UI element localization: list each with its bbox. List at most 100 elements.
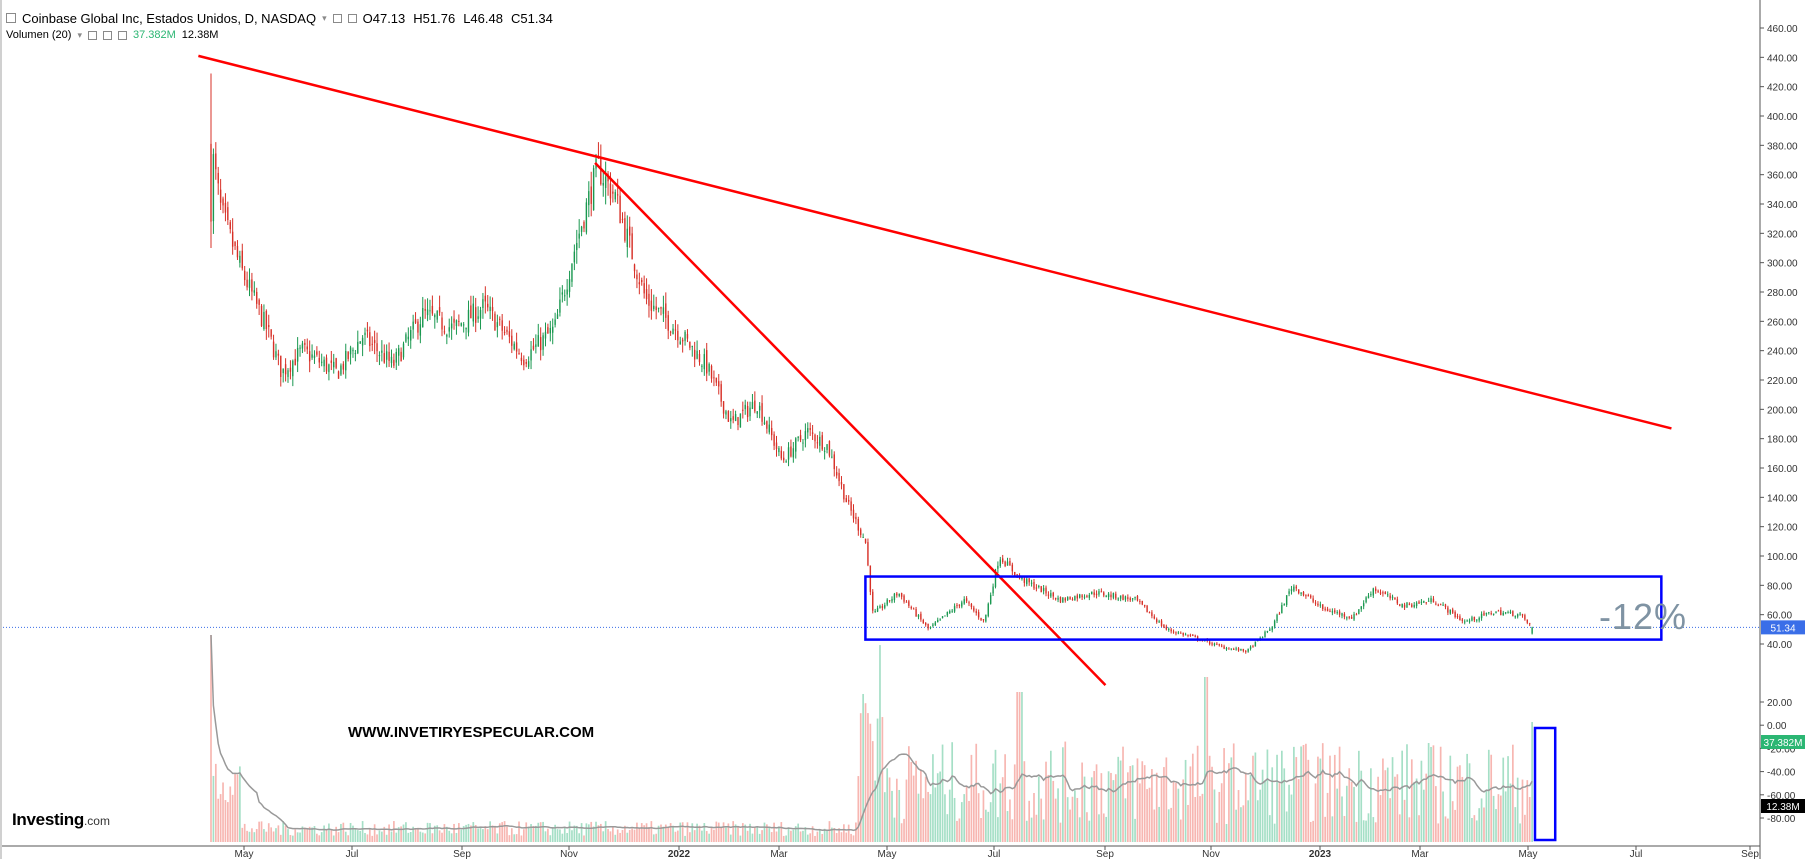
chevron-down-icon[interactable]: ▾: [322, 12, 327, 23]
candle-body: [828, 441, 831, 456]
volume-bar: [368, 828, 371, 842]
candle-body: [744, 404, 746, 410]
volume-bar: [1483, 807, 1485, 842]
candle-body: [944, 615, 946, 617]
investing-logo[interactable]: Investing.com: [12, 810, 110, 830]
settings-box-icon[interactable]: [102, 30, 112, 40]
candle-body: [511, 335, 513, 346]
volume-bar: [1009, 799, 1011, 842]
candle-body: [256, 291, 258, 304]
candle-body: [1427, 600, 1430, 602]
eye-box-icon[interactable]: [87, 30, 97, 40]
settings-box-icon[interactable]: [332, 13, 342, 23]
candle-body: [1435, 603, 1437, 605]
volume-bar: [741, 823, 744, 842]
volume-bar: [1307, 759, 1310, 842]
volume-bar: [717, 822, 720, 842]
volume-bar: [787, 827, 790, 842]
candle-body: [1514, 616, 1516, 618]
candle-body: [1423, 601, 1425, 603]
candle-body: [236, 245, 239, 258]
volume-bar: [453, 823, 455, 842]
candle-body: [686, 334, 689, 339]
volume-ma-tag-bg: [1761, 799, 1805, 813]
volume-bar: [335, 826, 337, 842]
volume-bar: [607, 829, 609, 842]
volume-bar: [1365, 820, 1367, 842]
candle-body: [280, 355, 282, 377]
volume-bar: [241, 827, 244, 842]
candle-body: [1131, 598, 1134, 600]
volume-bar: [1117, 756, 1120, 842]
candle-body: [1148, 612, 1151, 614]
candle-body: [1348, 616, 1350, 618]
close-box-icon[interactable]: [347, 13, 357, 23]
volume-bar: [390, 831, 393, 842]
volume-bar: [1358, 750, 1360, 842]
volume-bar: [626, 832, 629, 842]
candle-body: [1389, 595, 1391, 599]
price-tick-label: 260.00: [1767, 317, 1798, 328]
volume-bar: [1473, 815, 1476, 842]
volume-bar: [1037, 776, 1040, 842]
volume-bar: [1333, 754, 1336, 842]
volume-bar: [590, 821, 593, 842]
volume-bar: [279, 834, 282, 842]
candle-body: [816, 442, 819, 444]
candle-body: [1365, 597, 1367, 603]
volume-tick-label: -60.00: [1767, 791, 1796, 802]
volume-bar: [1254, 752, 1257, 842]
candle-body: [1093, 592, 1095, 595]
price-tick-label: 360.00: [1767, 171, 1798, 182]
candle-body: [1040, 586, 1042, 593]
price-tick-label: 440.00: [1767, 53, 1798, 64]
volume-bar: [460, 829, 463, 842]
candle-body: [1062, 597, 1064, 603]
volume-bar: [1105, 816, 1108, 842]
candle-body: [1358, 609, 1360, 614]
candle-body: [272, 341, 275, 358]
candle-body: [1447, 607, 1449, 613]
volume-bar: [811, 826, 814, 842]
volume-bar: [1454, 809, 1456, 842]
candle-body: [965, 598, 968, 602]
candle-body: [770, 428, 773, 436]
volume-tag: 37.382M: [1764, 738, 1803, 749]
volume-bar: [1172, 781, 1175, 842]
volume-bar: [1182, 779, 1185, 842]
volume-bar: [1001, 777, 1004, 842]
volume-bar: [462, 826, 465, 842]
volume-bar: [328, 823, 330, 842]
candle-body: [1264, 631, 1266, 638]
volume-bar: [587, 824, 590, 842]
candle-body: [1519, 613, 1521, 615]
candle-body: [602, 182, 604, 186]
volume-bar: [876, 718, 879, 842]
candle-body: [1218, 644, 1220, 646]
volume-bar: [243, 823, 246, 842]
volume-bar: [294, 829, 297, 842]
candle-body: [1095, 593, 1098, 596]
volume-bar: [284, 825, 287, 842]
candle-body: [1076, 595, 1079, 599]
volume-bar: [1249, 775, 1252, 842]
candle-body: [294, 358, 296, 366]
candle-body: [284, 364, 287, 375]
volume-bar: [1343, 815, 1346, 842]
volume-bar: [912, 775, 915, 842]
volume-bar: [1206, 677, 1209, 842]
candle-body: [653, 305, 655, 310]
volume-bar: [1242, 805, 1245, 842]
chevron-down-icon[interactable]: ▾: [77, 29, 82, 40]
volume-bar: [1413, 781, 1416, 842]
close-value: C51.34: [510, 10, 553, 26]
candle-body: [1432, 598, 1435, 603]
collapse-icon[interactable]: [6, 13, 16, 23]
candle-body: [1305, 595, 1307, 597]
volume-bar: [1134, 818, 1136, 842]
close-box-icon[interactable]: [117, 30, 127, 40]
volume-bar: [1042, 819, 1045, 842]
volume-bar: [542, 821, 544, 842]
candle-body: [1288, 591, 1290, 594]
